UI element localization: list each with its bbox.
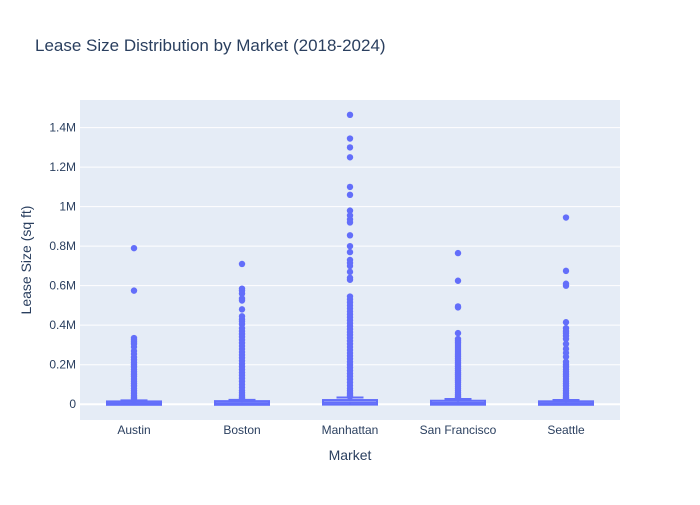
y-tick-label: 0.2M <box>49 358 76 372</box>
outlier-point[interactable] <box>454 395 462 402</box>
outlier-point[interactable] <box>346 183 354 191</box>
outlier-point[interactable] <box>346 268 354 276</box>
outlier-point[interactable] <box>238 306 246 313</box>
outlier-point[interactable] <box>562 214 570 221</box>
outlier-point[interactable] <box>346 242 354 250</box>
y-tick-label: 0.4M <box>49 318 76 332</box>
y-axis-title: Lease Size (sq ft) <box>18 206 34 315</box>
x-tick-label: Boston <box>223 423 260 437</box>
chart-title: Lease Size Distribution by Market (2018-… <box>35 36 386 55</box>
outlier-point[interactable] <box>562 319 570 326</box>
outlier-point[interactable] <box>346 232 354 239</box>
outlier-point[interactable] <box>562 282 570 289</box>
outlier-point[interactable] <box>346 191 354 199</box>
y-tick-label: 1.2M <box>49 160 76 174</box>
outlier-point[interactable] <box>130 244 138 252</box>
x-tick-label: San Francisco <box>420 423 497 437</box>
outlier-point[interactable] <box>562 335 570 343</box>
y-tick-label: 0 <box>69 397 76 411</box>
outlier-point[interactable] <box>346 276 354 283</box>
outlier-point[interactable] <box>130 287 138 294</box>
outlier-point[interactable] <box>454 249 462 257</box>
outlier-point[interactable] <box>238 297 246 304</box>
outlier-point[interactable] <box>346 393 354 400</box>
x-axis-ticks: Austin Boston Manhattan San Francisco Seattl… <box>117 423 585 437</box>
outlier-point[interactable] <box>238 290 246 297</box>
y-tick-label: 1M <box>59 200 76 214</box>
x-tick-label: Manhattan <box>322 423 379 437</box>
y-tick-label: 0.6M <box>49 279 76 293</box>
outlier-point[interactable] <box>346 207 354 214</box>
outlier-point[interactable] <box>346 154 354 161</box>
x-tick-label: Austin <box>117 423 150 437</box>
outlier-point[interactable] <box>346 248 354 256</box>
outlier-point[interactable] <box>562 353 570 360</box>
outlier-point[interactable] <box>346 135 354 142</box>
outlier-point[interactable] <box>454 277 462 284</box>
outlier-point[interactable] <box>346 111 354 119</box>
outlier-point[interactable] <box>562 395 570 402</box>
outlier-point[interactable] <box>130 396 138 404</box>
outlier-point[interactable] <box>238 395 246 402</box>
outlier-point[interactable] <box>238 260 246 268</box>
x-tick-label: Seattle <box>547 423 585 437</box>
x-axis-title: Market <box>329 447 372 463</box>
outlier-points <box>130 111 570 404</box>
outlier-point[interactable] <box>562 340 570 348</box>
outlier-point[interactable] <box>562 267 570 275</box>
y-axis-ticks: 0 0.2M 0.4M 0.6M 0.8M 1M 1.2M 1.4M <box>49 121 76 412</box>
y-tick-label: 1.4M <box>49 121 76 135</box>
outlier-point[interactable] <box>346 262 354 270</box>
outlier-point[interactable] <box>346 219 354 226</box>
outlier-point[interactable] <box>346 144 354 151</box>
outlier-point[interactable] <box>454 329 462 337</box>
outlier-point[interactable] <box>454 304 462 311</box>
y-tick-label: 0.8M <box>49 239 76 253</box>
